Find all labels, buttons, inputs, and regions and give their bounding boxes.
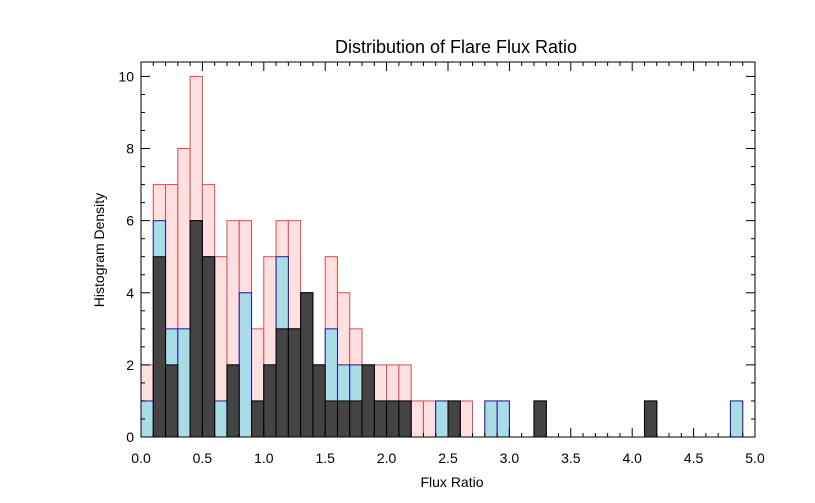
histogram-bar-series-3 xyxy=(349,400,363,438)
histogram-bar-series-3 xyxy=(533,400,547,438)
y-tick-label: 0 xyxy=(126,429,134,445)
histogram-bar-series-3 xyxy=(324,400,338,438)
y-tick-label: 2 xyxy=(126,357,134,373)
histogram-bar-series-3 xyxy=(336,400,351,438)
histogram-bar-series-3 xyxy=(226,364,240,438)
x-tick-label: 2.5 xyxy=(438,450,458,466)
y-tick-label: 6 xyxy=(126,213,134,229)
histogram-bar-series-3 xyxy=(251,400,265,438)
histogram-bar-series-3 xyxy=(312,364,326,438)
histogram-bar-series-2 xyxy=(484,400,498,438)
histogram-bar-series-2 xyxy=(496,400,510,438)
ticks-layer: 0.0 0.5 1.0 1.5 2.0 2.5 3.0 3.5 4.0 4.5 5.0 0 2 4 6 8 10 xyxy=(118,62,765,466)
histogram-bar-series-3 xyxy=(263,364,277,438)
histogram-bar-series-1 xyxy=(410,400,424,438)
histogram-bar-series-2 xyxy=(177,328,191,438)
histogram-bar-series-3 xyxy=(275,328,289,438)
x-tick-label: 3.5 xyxy=(561,450,581,466)
chart-title: Distribution of Flare Flux Ratio xyxy=(335,37,577,57)
histogram-bar-series-2 xyxy=(214,400,228,438)
histogram-bar-series-1 xyxy=(459,400,474,438)
histogram-bar-series-2 xyxy=(435,400,449,438)
y-tick-label: 8 xyxy=(126,141,134,157)
histogram-bar-series-3 xyxy=(300,292,314,438)
histogram-bar-series-3 xyxy=(643,400,658,438)
histogram-bar-series-3 xyxy=(287,328,302,438)
y-tick-label: 4 xyxy=(126,285,134,301)
histogram-bar-series-3 xyxy=(386,400,400,438)
x-tick-label: 2.0 xyxy=(377,450,397,466)
histogram-bar-series-3 xyxy=(398,400,412,438)
x-axis-label: Flux Ratio xyxy=(420,474,483,490)
histogram-bar-series-2 xyxy=(238,292,253,438)
histogram-bar-series-3 xyxy=(361,364,375,438)
x-tick-label: 5.0 xyxy=(745,450,765,466)
histogram-bar-series-3 xyxy=(165,364,179,438)
x-tick-label: 1.0 xyxy=(254,450,274,466)
x-tick-label: 4.0 xyxy=(622,450,642,466)
x-tick-label: 0.5 xyxy=(193,450,213,466)
histogram-bar-series-1 xyxy=(422,400,437,438)
histogram-bar-series-3 xyxy=(373,400,388,438)
bars-layer xyxy=(140,75,744,438)
histogram-bar-series-2 xyxy=(729,400,744,438)
x-tick-label: 4.5 xyxy=(684,450,704,466)
y-axis-label: Histogram Density xyxy=(91,193,107,307)
x-tick-label: 0.0 xyxy=(131,450,151,466)
histogram-bar-series-3 xyxy=(447,400,461,438)
histogram-bar-series-3 xyxy=(152,256,167,438)
x-tick-label: 1.5 xyxy=(315,450,335,466)
histogram-bar-series-3 xyxy=(201,256,216,438)
x-tick-label: 3.0 xyxy=(500,450,520,466)
histogram-bar-series-3 xyxy=(189,220,203,438)
y-tick-label: 10 xyxy=(118,68,134,84)
